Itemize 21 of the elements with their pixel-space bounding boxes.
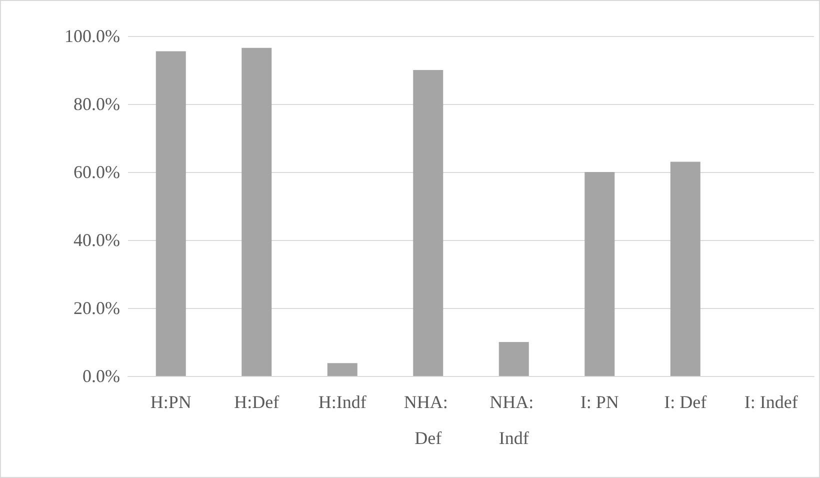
bar: [670, 162, 700, 376]
y-tick-label: 100.0%: [64, 26, 120, 46]
x-tick-label: H:Def: [234, 392, 280, 412]
y-tick-label: 20.0%: [74, 298, 120, 318]
bar: [156, 51, 186, 376]
bar: [413, 70, 444, 376]
x-tick-label: NHA: Def: [404, 392, 452, 448]
bar: [584, 172, 615, 376]
y-tick-label: 80.0%: [74, 94, 120, 114]
bar: [242, 48, 272, 376]
y-tick-label: 40.0%: [74, 230, 120, 250]
x-tick-label: I: Def: [664, 392, 707, 412]
x-tick-label: I: Indef: [744, 392, 798, 412]
y-tick-label: 0.0%: [82, 366, 120, 386]
bar: [327, 363, 358, 376]
x-tick-label: H:Indf: [318, 392, 366, 412]
x-tick-label: NHA: Indf: [490, 392, 538, 448]
y-tick-label: 60.0%: [74, 162, 120, 182]
bar: [498, 342, 529, 376]
x-tick-label: I: PN: [580, 392, 619, 412]
x-tick-label: H:PN: [150, 392, 192, 412]
